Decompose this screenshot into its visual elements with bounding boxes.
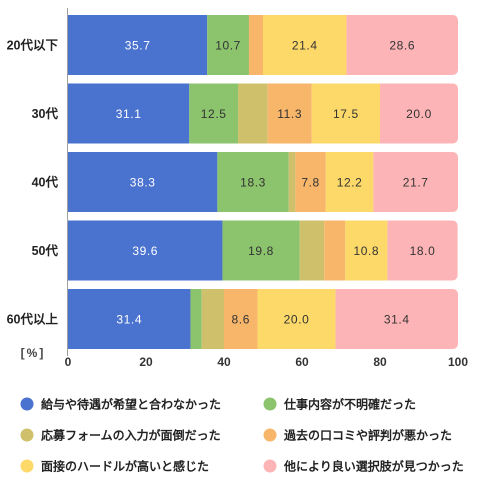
category-label: 50代 (32, 243, 59, 258)
unit-label: [%] (21, 346, 46, 360)
bar-segment (325, 152, 374, 212)
x-axis-ticks: 0 20 40 60 80 100 (65, 355, 469, 369)
data-label: 31.4 (116, 313, 142, 327)
data-label: 11.3 (277, 107, 302, 121)
legend-item: 面接のハードルが高いと感じた (20, 459, 209, 474)
legend-label: 面接のハードルが高いと感じた (41, 459, 209, 474)
bar-segment (68, 152, 218, 212)
bar-segment (68, 289, 191, 349)
data-label: 20.0 (284, 313, 310, 327)
legend-marker (20, 397, 34, 411)
bar-segment (311, 83, 380, 144)
data-label: 35.7 (125, 39, 151, 53)
bar-row: 50代 39.6 19.8 10.8 18.0 (32, 220, 458, 281)
bar-segment (263, 15, 347, 75)
bar-segment (189, 83, 239, 144)
data-label: 31.4 (384, 313, 410, 327)
bar-segment (217, 152, 289, 212)
bar-segment (346, 15, 458, 75)
bar-segment (257, 289, 336, 349)
x-tick-label: 0 (65, 355, 72, 369)
bar-segment (201, 289, 224, 349)
x-tick-label: 80 (373, 355, 387, 369)
data-label: 18.3 (240, 176, 266, 190)
data-label: 20.0 (406, 107, 432, 121)
legend-marker (263, 459, 277, 473)
legend-item: 給与や待遇が希望と合わなかった (20, 397, 221, 412)
bar-segment (345, 220, 388, 281)
bar-row: 60代以上 31.4 8.6 20.0 31.4 (7, 289, 458, 349)
x-tick-label: 20 (139, 355, 153, 369)
bar-segment (224, 289, 258, 349)
bar-segment (299, 220, 325, 281)
data-label: 17.5 (333, 107, 359, 121)
legend-label: 他により良い選択肢が見つかった (283, 459, 464, 474)
legend-marker (20, 428, 34, 442)
legend-marker (263, 428, 277, 442)
legend-label: 給与や待遇が希望と合わなかった (41, 397, 221, 412)
x-tick-label: 60 (295, 355, 309, 369)
category-label: 40代 (32, 175, 59, 190)
data-label: 39.6 (132, 244, 158, 258)
bar-segment (248, 15, 263, 75)
data-label: 7.8 (301, 176, 319, 190)
legend-label: 仕事内容が不明確だった (283, 397, 416, 412)
legend: 給与や待遇が希望と合わなかった 仕事内容が不明確だった応募フォームの入力が面倒だっ… (20, 397, 464, 474)
bar-segment (267, 83, 312, 144)
category-label: 60代以上 (7, 312, 59, 327)
category-label: 20代以下 (7, 38, 59, 53)
bar-segment (68, 83, 190, 144)
bars: 20代以下 35.7 10.7 21.4 28.6 30代 31.1 12.5 11.3 17.5… (7, 15, 458, 349)
data-label: 38.3 (130, 176, 156, 190)
legend-item: 他により良い選択肢が見つかった (263, 459, 464, 474)
category-label: 30代 (32, 106, 59, 121)
bar-segment (380, 83, 458, 144)
data-label: 10.7 (215, 39, 241, 53)
x-tick-label: 40 (217, 355, 231, 369)
bar-segment (238, 83, 268, 144)
data-label: 10.8 (353, 244, 379, 258)
data-label: 21.7 (403, 176, 429, 190)
legend-marker (263, 397, 277, 411)
legend-item: 応募フォームの入力が面倒だった (20, 428, 221, 443)
bar-row: 40代 38.3 18.3 7.8 12.2 21.7 (32, 152, 458, 212)
data-label: 31.1 (116, 107, 142, 121)
bar-segment (207, 15, 249, 75)
data-label: 21.4 (292, 39, 318, 53)
data-label: 8.6 (232, 313, 250, 327)
data-label: 12.5 (201, 107, 227, 121)
bar-row: 20代以下 35.7 10.7 21.4 28.6 (7, 15, 458, 75)
bar-segment (373, 152, 458, 212)
bar-segment (335, 289, 458, 349)
data-label: 18.0 (410, 244, 436, 258)
data-label: 19.8 (248, 244, 274, 258)
bar-segment (68, 15, 208, 75)
legend-label: 応募フォームの入力が面倒だった (41, 428, 221, 443)
data-label: 12.2 (337, 176, 363, 190)
bar-segment (288, 152, 296, 212)
legend-item: 過去の口コミや評判が悪かった (263, 428, 452, 443)
legend-label: 過去の口コミや評判が悪かった (283, 428, 452, 443)
bar-segment (387, 220, 458, 281)
bar-row: 30代 31.1 12.5 11.3 17.5 20.0 (32, 83, 458, 144)
legend-marker (20, 459, 34, 473)
x-tick-label: 100 (448, 355, 468, 369)
bar-segment (324, 220, 346, 281)
legend-item: 仕事内容が不明確だった (263, 397, 416, 412)
bar-segment (190, 289, 202, 349)
bar-segment (295, 152, 326, 212)
data-label: 28.6 (389, 39, 415, 53)
bar-segment (68, 220, 223, 281)
bar-segment (222, 220, 300, 281)
